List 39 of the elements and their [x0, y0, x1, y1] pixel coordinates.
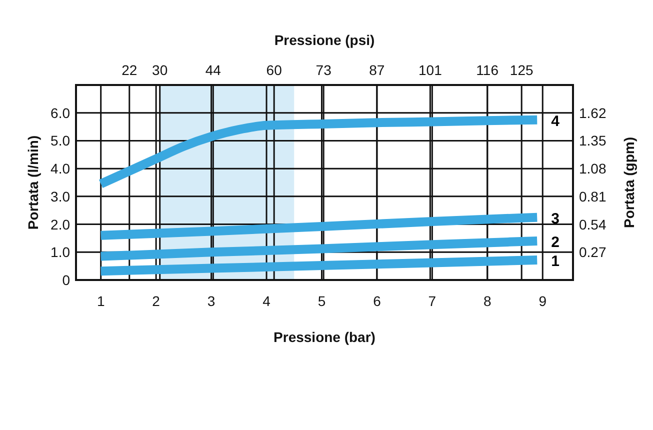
series-label: 3 [551, 210, 560, 228]
y-tick-label: 1.0 [50, 244, 70, 260]
x-tick-label: 5 [318, 293, 326, 309]
x2-tick-label: 101 [418, 62, 442, 78]
x-tick-label: 7 [428, 293, 436, 309]
y-tick-label: 5.0 [50, 132, 70, 149]
y2-tick-label: 0.81 [579, 188, 606, 204]
x-tick-label: 3 [207, 293, 216, 309]
x2-axis-title: Pressione (psi) [274, 32, 375, 48]
y2-axis-title: Portata (gpm) [621, 137, 637, 228]
x-tick-label: 8 [484, 293, 492, 309]
x2-tick-label: 30 [152, 62, 168, 78]
x2-tick-label: 125 [510, 62, 534, 78]
x2-tick-label: 73 [316, 62, 332, 78]
series-label: 2 [551, 234, 560, 251]
x2-tick-label: 116 [476, 62, 499, 78]
y-tick-label: 0 [62, 272, 70, 288]
x2-tick-label: 60 [266, 62, 282, 78]
y-tick-label: 2.0 [50, 216, 70, 232]
y2-tick-label: 1.62 [579, 104, 606, 121]
x-tick-label: 1 [96, 293, 105, 309]
y2-tick-label: 1.35 [579, 132, 606, 149]
y-tick-label: 4.0 [50, 160, 70, 177]
y-tick-label: 3.0 [50, 188, 70, 204]
y2-tick-label: 0.27 [579, 244, 606, 260]
x-tick-label: 2 [152, 293, 160, 309]
x2-tick-label: 22 [122, 62, 138, 78]
y2-tick-label: 1.08 [579, 160, 606, 177]
series-label: 4 [551, 112, 560, 130]
series-label: 1 [551, 252, 560, 270]
x-tick-label: 6 [373, 293, 382, 309]
x2-tick-label: 87 [369, 62, 385, 78]
y-axis-title: Portata (l/min) [25, 135, 41, 230]
x-tick-label: 9 [538, 293, 547, 309]
y-tick-label: 6.0 [50, 104, 70, 121]
x-tick-label: 4 [262, 293, 271, 309]
x-axis-title: Pressione (bar) [274, 329, 376, 345]
y2-tick-label: 0.54 [579, 216, 606, 232]
x2-tick-label: 44 [205, 62, 222, 78]
